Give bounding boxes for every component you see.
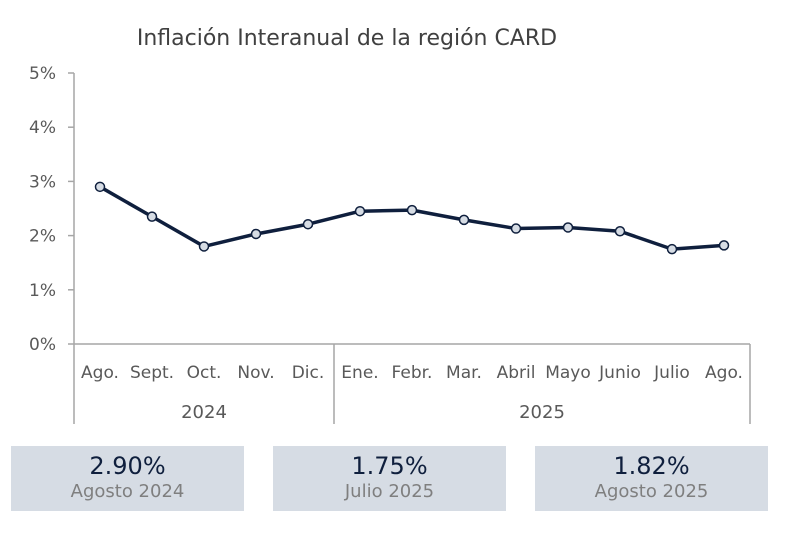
y-tick-label: 1%	[29, 281, 56, 301]
x-tick-label: Ago.	[81, 363, 119, 383]
data-point	[198, 241, 210, 252]
x-tick-label: Mar.	[446, 363, 482, 383]
data-point	[406, 204, 418, 216]
stat-value: 1.75%	[351, 452, 428, 480]
stat-label: Agosto 2025	[594, 481, 709, 502]
data-point	[354, 205, 366, 217]
data-point	[562, 222, 574, 233]
data-point	[666, 243, 678, 255]
stat-value: 1.82%	[613, 452, 690, 480]
x-tick-label: Sept.	[130, 363, 174, 383]
stat-value: 2.90%	[89, 452, 166, 480]
x-tick-label: Mayo	[545, 363, 591, 383]
year-label: 2024	[181, 402, 227, 423]
x-axis: Ago. Sept. Oct. Nov. Dic. Ene. Febr. Mar. Abril M…	[73, 343, 751, 424]
x-tick-label: Julio	[653, 363, 690, 383]
data-point	[302, 218, 314, 230]
data-point	[614, 226, 626, 237]
y-tick-label: 4%	[29, 118, 56, 138]
stat-label: Julio 2025	[344, 481, 435, 502]
chart-title: Inflación Interanual de la región CARD	[137, 26, 557, 51]
y-tick-label: 3%	[29, 172, 56, 192]
x-tick-label: Ago.	[705, 363, 743, 383]
stat-card-julio-2025: 1.75% Julio 2025	[273, 446, 506, 511]
x-tick-label: Ene.	[341, 363, 378, 383]
y-tick-label: 0%	[29, 335, 56, 355]
data-point	[458, 214, 470, 226]
series-line	[99, 185, 725, 251]
y-tick-label: 2%	[29, 227, 56, 247]
x-tick-label: Febr.	[392, 363, 433, 383]
x-tick-label: Oct.	[187, 363, 222, 383]
series	[94, 181, 730, 255]
data-point	[94, 181, 106, 193]
x-tick-label: Dic.	[292, 363, 325, 383]
x-tick-label: Abril	[497, 363, 536, 383]
stat-card-agosto-2024: 2.90% Agosto 2024	[11, 446, 244, 511]
stat-label: Agosto 2024	[70, 481, 185, 502]
x-tick-label: Junio	[598, 363, 641, 383]
data-point	[510, 223, 522, 234]
stat-card-agosto-2025: 1.82% Agosto 2025	[535, 446, 768, 511]
y-axis: 0% 1% 2% 3% 4% 5%	[29, 64, 75, 355]
year-label: 2025	[519, 402, 565, 423]
line-chart: Inflación Interanual de la región CARD 0…	[29, 26, 751, 424]
data-point	[718, 240, 730, 251]
y-tick-label: 5%	[29, 64, 56, 84]
data-point	[146, 211, 158, 222]
data-point	[250, 228, 262, 240]
x-tick-label: Nov.	[237, 363, 274, 383]
